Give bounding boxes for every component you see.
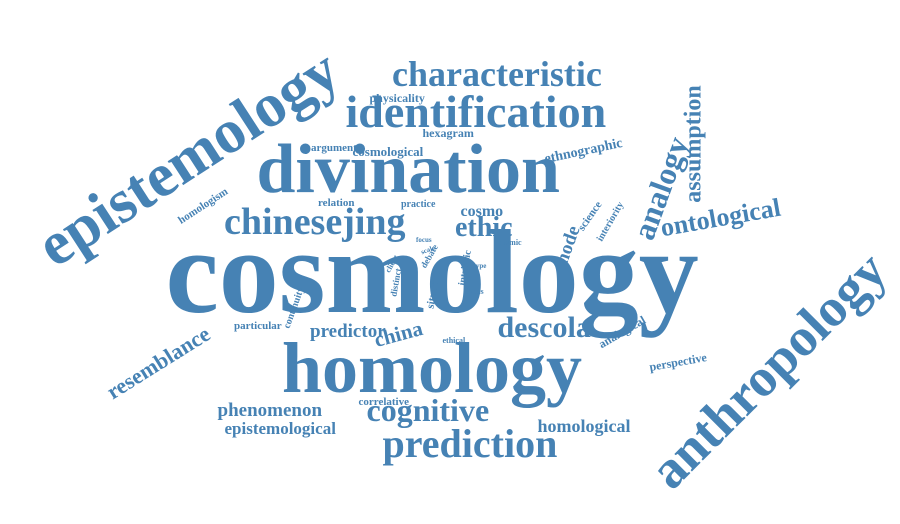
word-cosmological: cosmological — [352, 143, 424, 159]
word-prediction: prediction — [382, 421, 558, 466]
word-practice: practice — [401, 199, 436, 210]
word-cognitive: cognitive — [366, 392, 490, 428]
word-cosmic: cosmic — [498, 238, 522, 247]
word-hexagram: hexagram — [422, 126, 474, 140]
word-ontological: ontological — [657, 192, 783, 243]
word-ethical: ethical — [442, 336, 466, 345]
word-chinesejing: chinesejing — [224, 201, 406, 243]
word-epistemological: epistemological — [224, 418, 336, 438]
word-focus: focus — [416, 235, 432, 244]
word-cosmology: cosmology — [165, 205, 699, 338]
word-identification: identification — [345, 86, 607, 137]
word-ethic: ethic — [455, 212, 513, 243]
word-descola: descola — [497, 311, 591, 344]
word-perspective: perspective — [648, 350, 708, 374]
word-characteristic: characteristic — [392, 54, 602, 94]
word-assumption: assumption — [680, 85, 707, 203]
word-thesis: thesis — [464, 287, 484, 296]
word-type: type — [473, 261, 487, 270]
word-relation: relation — [318, 196, 355, 209]
word-homology: homology — [282, 328, 583, 408]
word-cosmo: cosmo — [460, 203, 504, 220]
word-physicality: physicality — [369, 91, 425, 105]
word-resemblance: resemblance — [101, 320, 214, 405]
word-homological: homological — [537, 416, 631, 436]
word-predictor: predictor — [310, 320, 386, 342]
word-divination: divination — [256, 131, 560, 208]
word-correlative: correlative — [358, 395, 410, 408]
word-phenomenon: phenomenon — [217, 399, 323, 421]
word-particular: particular — [234, 319, 282, 332]
word-argument: argument — [311, 141, 357, 154]
